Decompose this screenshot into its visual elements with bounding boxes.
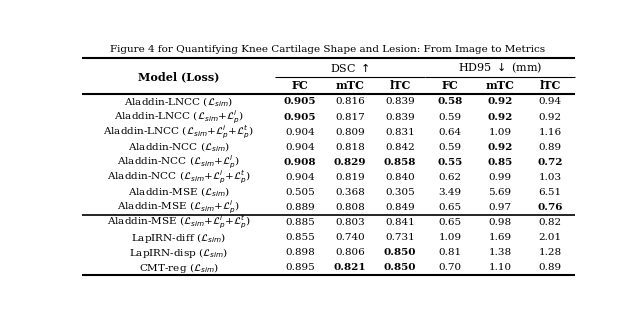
Text: 0.885: 0.885 <box>285 218 315 227</box>
Text: 0.97: 0.97 <box>488 203 511 212</box>
Text: Aladdin-MSE ($\mathcal{L}_{sim}$+$\mathcal{L}_p^i$+$\mathcal{L}_p^t$): Aladdin-MSE ($\mathcal{L}_{sim}$+$\mathc… <box>107 214 251 231</box>
Text: 0.889: 0.889 <box>285 203 315 212</box>
Text: 1.28: 1.28 <box>538 248 561 257</box>
Text: 1.09: 1.09 <box>438 233 461 242</box>
Text: mTC: mTC <box>335 80 364 91</box>
Text: 0.305: 0.305 <box>385 188 415 197</box>
Text: 0.89: 0.89 <box>538 143 561 152</box>
Text: 0.808: 0.808 <box>335 203 365 212</box>
Text: 0.99: 0.99 <box>488 173 511 182</box>
Text: 0.64: 0.64 <box>438 128 461 137</box>
Text: 0.82: 0.82 <box>538 218 561 227</box>
Text: 0.806: 0.806 <box>335 248 365 257</box>
Text: 0.94: 0.94 <box>538 97 561 107</box>
Text: 0.731: 0.731 <box>385 233 415 242</box>
Text: 2.01: 2.01 <box>538 233 561 242</box>
Text: mTC: mTC <box>486 80 515 91</box>
Text: 0.839: 0.839 <box>385 113 415 122</box>
Text: lTC: lTC <box>389 80 411 91</box>
Text: Aladdin-LNCC ($\mathcal{L}_{sim}$+$\mathcal{L}_p^i$+$\mathcal{L}_p^t$): Aladdin-LNCC ($\mathcal{L}_{sim}$+$\math… <box>104 123 254 141</box>
Text: 0.92: 0.92 <box>538 113 561 122</box>
Text: 0.818: 0.818 <box>335 143 365 152</box>
Text: 0.505: 0.505 <box>285 188 315 197</box>
Text: 0.65: 0.65 <box>438 203 461 212</box>
Text: 0.72: 0.72 <box>537 158 563 167</box>
Text: 0.850: 0.850 <box>384 263 416 272</box>
Text: 0.76: 0.76 <box>537 203 563 212</box>
Text: Figure 4 for Quantifying Knee Cartilage Shape and Lesion: From Image to Metrics: Figure 4 for Quantifying Knee Cartilage … <box>111 45 545 54</box>
Text: 0.89: 0.89 <box>538 263 561 272</box>
Text: 0.905: 0.905 <box>284 97 316 107</box>
Text: 0.840: 0.840 <box>385 173 415 182</box>
Text: 0.816: 0.816 <box>335 97 365 107</box>
Text: 0.92: 0.92 <box>487 113 513 122</box>
Text: Aladdin-NCC ($\mathcal{L}_{sim}$): Aladdin-NCC ($\mathcal{L}_{sim}$) <box>128 140 230 154</box>
Text: HD95 $\downarrow$ (mm): HD95 $\downarrow$ (mm) <box>458 60 542 75</box>
Text: 0.98: 0.98 <box>488 218 511 227</box>
Text: LapIRN-diff ($\mathcal{L}_{sim}$): LapIRN-diff ($\mathcal{L}_{sim}$) <box>131 231 226 245</box>
Text: 5.69: 5.69 <box>488 188 511 197</box>
Text: Aladdin-LNCC ($\mathcal{L}_{sim}$+$\mathcal{L}_p^i$): Aladdin-LNCC ($\mathcal{L}_{sim}$+$\math… <box>114 108 244 126</box>
Text: 0.905: 0.905 <box>284 113 316 122</box>
Text: Model (Loss): Model (Loss) <box>138 71 220 82</box>
Text: 0.55: 0.55 <box>437 158 463 167</box>
Text: 1.10: 1.10 <box>488 263 511 272</box>
Text: 1.09: 1.09 <box>488 128 511 137</box>
Text: 0.904: 0.904 <box>285 128 315 137</box>
Text: 1.16: 1.16 <box>538 128 561 137</box>
Text: 0.829: 0.829 <box>333 158 366 167</box>
Text: 0.803: 0.803 <box>335 218 365 227</box>
Text: 0.81: 0.81 <box>438 248 461 257</box>
Text: 0.855: 0.855 <box>285 233 315 242</box>
Text: Aladdin-MSE ($\mathcal{L}_{sim}$+$\mathcal{L}_p^i$): Aladdin-MSE ($\mathcal{L}_{sim}$+$\mathc… <box>117 199 240 216</box>
Text: 0.849: 0.849 <box>385 203 415 212</box>
Text: Aladdin-NCC ($\mathcal{L}_{sim}$+$\mathcal{L}_p^i$): Aladdin-NCC ($\mathcal{L}_{sim}$+$\mathc… <box>117 153 240 171</box>
Text: 0.92: 0.92 <box>487 143 513 152</box>
Text: 1.69: 1.69 <box>488 233 511 242</box>
Text: 0.841: 0.841 <box>385 218 415 227</box>
Text: lTC: lTC <box>540 80 561 91</box>
Text: LapIRN-disp ($\mathcal{L}_{sim}$): LapIRN-disp ($\mathcal{L}_{sim}$) <box>129 246 228 260</box>
Text: 0.831: 0.831 <box>385 128 415 137</box>
Text: 3.49: 3.49 <box>438 188 461 197</box>
Text: 0.65: 0.65 <box>438 218 461 227</box>
Text: 0.850: 0.850 <box>384 248 416 257</box>
Text: 0.58: 0.58 <box>437 97 463 107</box>
Text: Aladdin-MSE ($\mathcal{L}_{sim}$): Aladdin-MSE ($\mathcal{L}_{sim}$) <box>127 186 230 199</box>
Text: 0.59: 0.59 <box>438 113 461 122</box>
Text: 0.908: 0.908 <box>284 158 316 167</box>
Text: 0.839: 0.839 <box>385 97 415 107</box>
Text: 0.858: 0.858 <box>384 158 416 167</box>
Text: 0.740: 0.740 <box>335 233 365 242</box>
Text: 0.898: 0.898 <box>285 248 315 257</box>
Text: 0.368: 0.368 <box>335 188 365 197</box>
Text: 6.51: 6.51 <box>538 188 561 197</box>
Text: FC: FC <box>442 80 458 91</box>
Text: 0.895: 0.895 <box>285 263 315 272</box>
Text: 0.842: 0.842 <box>385 143 415 152</box>
Text: Aladdin-LNCC ($\mathcal{L}_{sim}$): Aladdin-LNCC ($\mathcal{L}_{sim}$) <box>124 95 233 109</box>
Text: 0.62: 0.62 <box>438 173 461 182</box>
Text: 0.59: 0.59 <box>438 143 461 152</box>
Text: 0.904: 0.904 <box>285 173 315 182</box>
Text: 1.38: 1.38 <box>488 248 511 257</box>
Text: 1.03: 1.03 <box>538 173 561 182</box>
Text: DSC $\uparrow$: DSC $\uparrow$ <box>330 61 370 74</box>
Text: 0.817: 0.817 <box>335 113 365 122</box>
Text: 0.70: 0.70 <box>438 263 461 272</box>
Text: 0.821: 0.821 <box>333 263 366 272</box>
Text: CMT-reg ($\mathcal{L}_{sim}$): CMT-reg ($\mathcal{L}_{sim}$) <box>139 261 219 275</box>
Text: 0.85: 0.85 <box>488 158 513 167</box>
Text: Aladdin-NCC ($\mathcal{L}_{sim}$+$\mathcal{L}_p^i$+$\mathcal{L}_p^t$): Aladdin-NCC ($\mathcal{L}_{sim}$+$\mathc… <box>107 169 251 186</box>
Text: 0.819: 0.819 <box>335 173 365 182</box>
Text: FC: FC <box>292 80 308 91</box>
Text: 0.809: 0.809 <box>335 128 365 137</box>
Text: 0.904: 0.904 <box>285 143 315 152</box>
Text: 0.92: 0.92 <box>487 97 513 107</box>
